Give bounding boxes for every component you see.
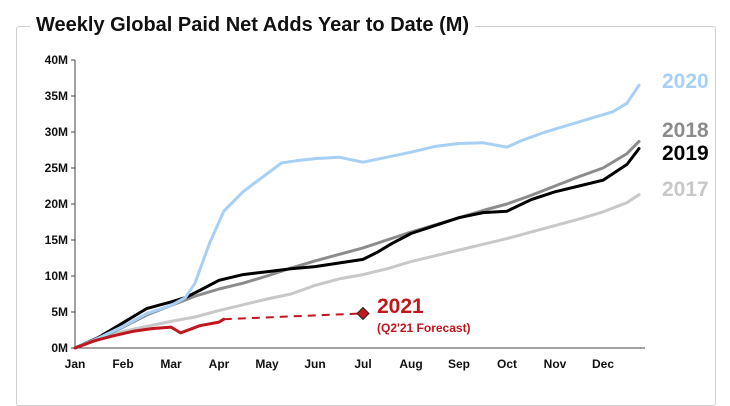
x-tick-label: Dec <box>592 357 614 371</box>
y-tick-label: 15M <box>45 233 68 247</box>
x-tick-label: Jan <box>65 357 86 371</box>
y-tick-label: 0M <box>51 341 68 355</box>
forecast-line <box>223 312 364 321</box>
y-tick-label: 25M <box>45 161 68 175</box>
series-line-2019 <box>73 147 641 350</box>
x-tick-label: May <box>255 357 279 371</box>
legend-label-2018: 2018 <box>662 119 709 142</box>
y-tick-label: 5M <box>51 305 68 319</box>
y-tick-label: 35M <box>45 89 68 103</box>
y-tick-label: 10M <box>45 269 68 283</box>
legend-label-2019: 2019 <box>662 142 709 165</box>
x-tick-label: Mar <box>160 357 182 371</box>
legend-label-2021: 2021 <box>377 295 424 318</box>
y-tick-label: 20M <box>45 197 68 211</box>
x-tick-label: Apr <box>209 357 230 371</box>
forecast-marker <box>356 306 370 321</box>
series-line-2021 <box>73 317 226 350</box>
chart-title: Weekly Global Paid Net Adds Year to Date… <box>30 14 476 37</box>
x-tick-label: Nov <box>544 357 567 371</box>
x-tick-label: Aug <box>399 357 422 371</box>
series-line-2018 <box>73 139 641 350</box>
x-tick-label: Feb <box>112 357 133 371</box>
x-tick-label: Jul <box>354 357 371 371</box>
y-tick-label: 40M <box>45 53 68 67</box>
x-tick-label: Sep <box>448 357 470 371</box>
y-tick-label: 30M <box>45 125 68 139</box>
series-line-2017 <box>73 193 641 350</box>
legend-label-2020: 2020 <box>662 70 709 93</box>
legend-label-2017: 2017 <box>662 178 709 201</box>
x-tick-label: Jun <box>304 357 325 371</box>
x-tick-label: Oct <box>497 357 517 371</box>
forecast-annotation: (Q2'21 Forecast) <box>377 321 471 335</box>
series-line-2020 <box>73 83 641 350</box>
